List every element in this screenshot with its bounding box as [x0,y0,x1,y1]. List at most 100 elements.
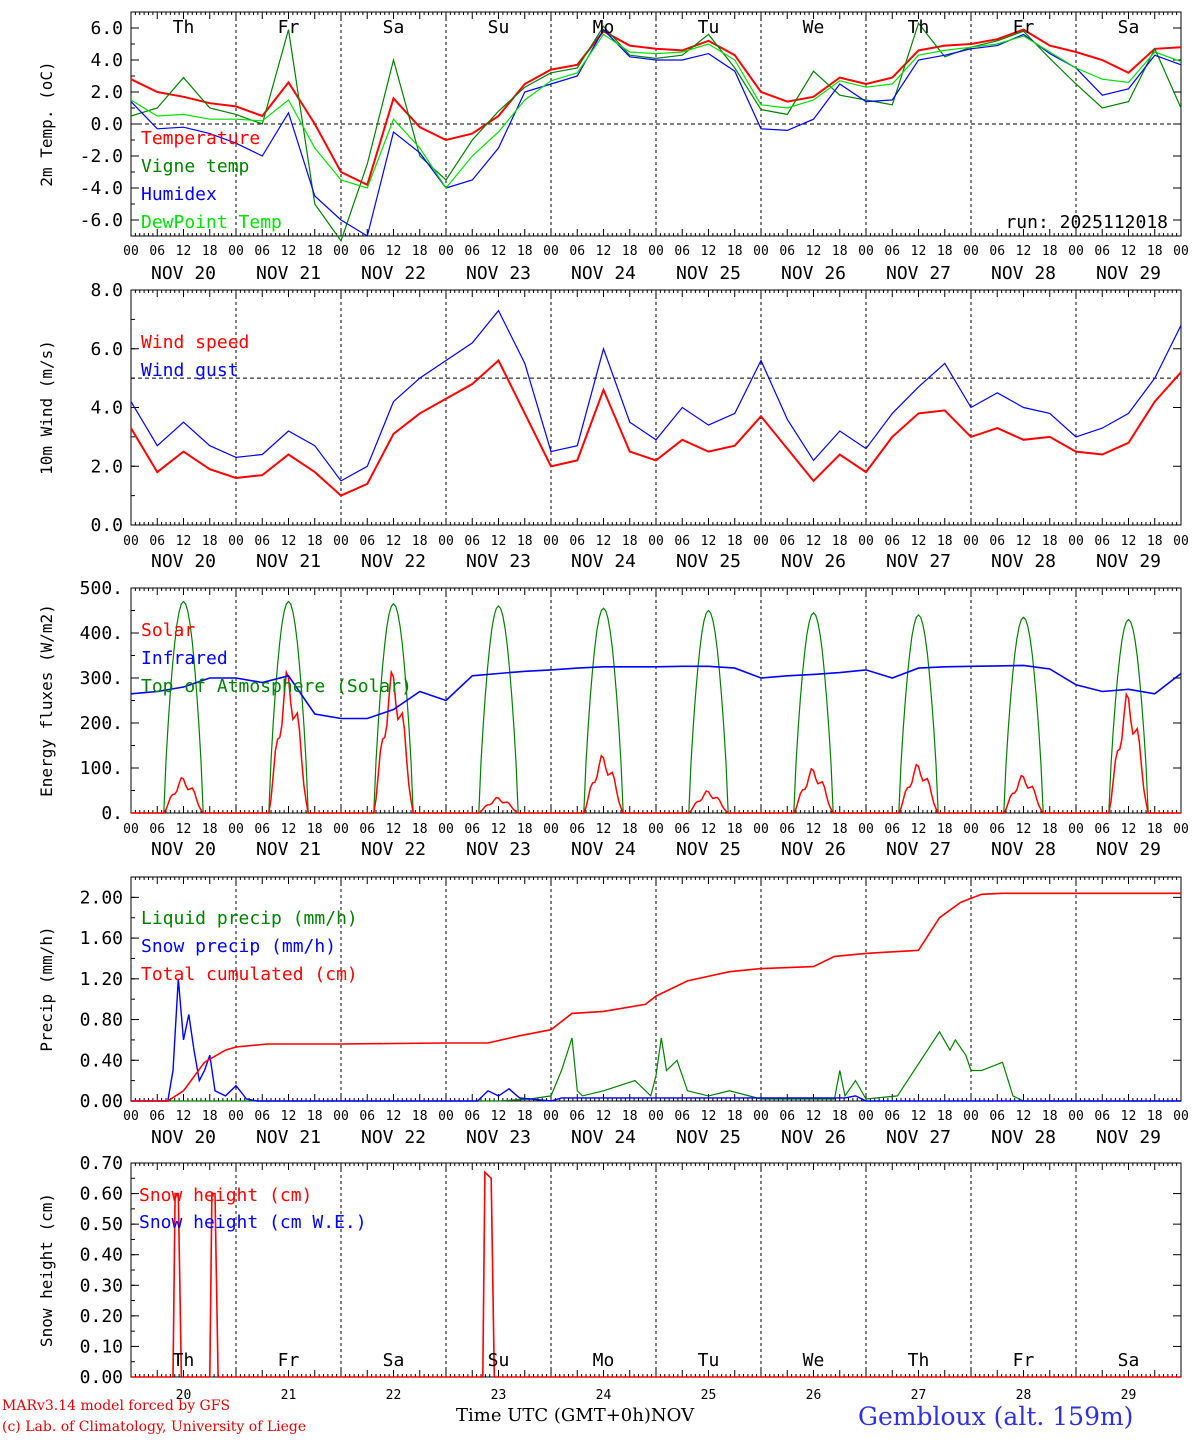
day-label: Fr [1013,1350,1035,1371]
y-tick-label: 6.0 [90,339,123,360]
y-tick-label: 2.0 [90,82,123,103]
panel-1 [130,11,1182,237]
date-label: NOV 27 [886,551,951,572]
date-label: NOV 23 [466,551,531,572]
y-tick-label: 8.0 [90,280,123,301]
hour-tick-label: 06 [884,244,900,259]
date-label: NOV 20 [151,263,216,284]
hour-tick-label: 06 [569,244,585,259]
date-label: NOV 23 [466,839,531,860]
date-label: NOV 29 [1096,839,1161,860]
y-tick-label: 0.10 [80,1336,123,1357]
y-tick-label: 0.70 [80,1153,123,1174]
date-label: NOV 25 [676,263,741,284]
y-axis-label: Precip (mm/h) [37,926,56,1051]
date-label: NOV 29 [1096,263,1161,284]
date-label: NOV 20 [151,551,216,572]
hour-tick-label: 12 [386,244,402,259]
day-label: We [803,17,825,38]
date-label: NOV 25 [676,551,741,572]
day-number: 25 [701,1388,717,1403]
hour-tick-label: 00 [753,1109,769,1124]
hour-tick-label: 00 [228,1109,244,1124]
hour-tick-label: 12 [596,822,612,837]
date-label: NOV 25 [676,1127,741,1148]
hour-tick-label: 18 [622,534,638,549]
hour-tick-label: 18 [517,1109,533,1124]
hour-tick-label: 00 [963,1109,979,1124]
day-label: Fr [278,17,300,38]
hour-tick-label: 12 [176,534,192,549]
date-label: NOV 28 [991,839,1056,860]
day-label: Sa [1118,17,1140,38]
hour-tick-label: 06 [779,822,795,837]
hour-tick-label: 06 [464,244,480,259]
run-label: run: 2025112018 [1005,212,1168,233]
hour-tick-label: 06 [464,822,480,837]
hour-tick-label: 18 [412,822,428,837]
hour-tick-label: 12 [491,822,507,837]
day-label: Th [173,1350,195,1371]
hour-tick-label: 18 [307,244,323,259]
hour-tick-label: 18 [202,822,218,837]
hour-tick-label: 06 [254,534,270,549]
hour-tick-label: 06 [569,1109,585,1124]
hour-tick-label: 00 [858,1109,874,1124]
hour-tick-label: 06 [359,1109,375,1124]
y-tick-label: 2.0 [90,456,123,477]
hour-tick-label: 00 [228,822,244,837]
series-line-wind-speed [130,358,1182,497]
hour-tick-label: 12 [596,534,612,549]
hour-tick-label: 00 [858,534,874,549]
hour-tick-label: 06 [1094,534,1110,549]
hour-tick-label: 12 [911,244,927,259]
hour-tick-label: 00 [543,534,559,549]
date-label: NOV 27 [886,1127,951,1148]
hour-tick-label: 00 [123,1109,139,1124]
date-label: NOV 27 [886,839,951,860]
hour-tick-label: 06 [989,244,1005,259]
hour-tick-label: 18 [1042,1109,1058,1124]
series-line-dewpoint-temp [130,33,1182,190]
hour-tick-label: 18 [517,244,533,259]
date-label: NOV 28 [991,551,1056,572]
hour-tick-label: 00 [1068,534,1084,549]
day-label: Th [908,17,930,38]
day-number: 27 [911,1388,927,1403]
hour-tick-label: 06 [674,244,690,259]
y-tick-label: 0.20 [80,1306,123,1327]
series-line-total-cumulated [131,892,1181,1102]
y-tick-label: -2.0 [80,146,123,167]
date-label: NOV 23 [466,263,531,284]
hour-tick-label: 06 [464,534,480,549]
day-label: Mo [593,17,615,38]
date-label: NOV 22 [361,839,426,860]
y-tick-label: 300. [80,668,123,689]
hour-tick-label: 18 [937,822,953,837]
legend-entry: Snow precip (mm/h) [141,936,336,957]
hour-tick-label: 18 [937,244,953,259]
hour-tick-label: 12 [806,822,822,837]
legend-entry: Solar [141,620,195,641]
hour-tick-label: 00 [753,244,769,259]
day-label: Su [488,17,510,38]
hour-tick-label: 12 [1016,534,1032,549]
hour-tick-label: 18 [307,822,323,837]
date-label: NOV 24 [571,1127,636,1148]
hour-tick-label: 12 [176,822,192,837]
y-tick-label: 2.00 [80,887,123,908]
day-label: Tu [698,17,720,38]
hour-tick-label: 12 [176,244,192,259]
date-label: NOV 21 [256,551,321,572]
hour-tick-label: 06 [674,822,690,837]
hour-tick-label: 00 [648,534,664,549]
hour-tick-label: 06 [359,822,375,837]
y-tick-label: 100. [80,758,123,779]
date-label: NOV 25 [676,839,741,860]
day-label: Th [173,17,195,38]
hour-tick-label: 12 [281,822,297,837]
date-label: NOV 24 [571,551,636,572]
series-line-vigne-temp [130,21,1182,243]
day-number: 21 [281,1388,297,1403]
hour-tick-label: 06 [569,822,585,837]
